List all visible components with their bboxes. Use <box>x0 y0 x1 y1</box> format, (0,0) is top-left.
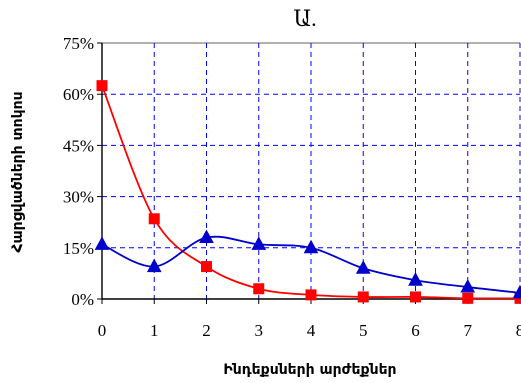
x-axis-label: Ինդեքսների արժեքներ <box>223 362 396 378</box>
y-tick-label: 45% <box>63 136 94 155</box>
data-point-triangle <box>355 260 371 274</box>
data-point-square <box>357 291 369 303</box>
data-point-square <box>96 80 108 92</box>
data-point-square <box>410 291 421 303</box>
x-tick-label: 2 <box>202 321 211 340</box>
x-tick-label: 4 <box>307 321 316 340</box>
data-point-triangle <box>251 236 267 250</box>
grid-lines <box>102 42 521 299</box>
data-point-square <box>462 292 474 304</box>
x-tick-label: 5 <box>359 321 368 340</box>
data-point-square <box>201 261 212 273</box>
data-series <box>94 80 521 304</box>
x-tick-label: 0 <box>98 321 107 340</box>
data-point-triangle <box>199 229 214 244</box>
y-tick-label: 30% <box>63 188 94 207</box>
data-point-triangle <box>512 284 521 299</box>
y-tick-label: 15% <box>63 239 94 258</box>
data-point-square <box>305 289 317 301</box>
x-tick-label: 1 <box>150 321 159 340</box>
y-tick-label: 75% <box>63 34 94 53</box>
data-point-triangle <box>94 236 110 250</box>
data-point-triangle <box>408 272 423 286</box>
y-tick-label: 0% <box>71 290 94 309</box>
data-point-square <box>148 213 160 225</box>
x-tick-label: 7 <box>464 321 473 340</box>
data-point-triangle <box>303 239 319 254</box>
x-tick-label: 8 <box>516 321 521 340</box>
x-axis-ticks: 0 1 2 3 4 5 6 7 8 <box>98 299 521 340</box>
y-tick-label: 60% <box>63 85 94 104</box>
chart-title: Ա. <box>293 6 316 31</box>
data-point-triangle <box>146 258 162 273</box>
y-axis-ticks: 0% 15% 30% 45% 60% 75% <box>63 34 102 309</box>
data-point-triangle <box>460 279 476 293</box>
x-tick-label: 3 <box>255 321 264 340</box>
x-tick-label: 6 <box>411 321 420 340</box>
data-point-square <box>253 283 265 295</box>
y-axis-label: Հարցվածների տոկոս <box>10 91 26 252</box>
